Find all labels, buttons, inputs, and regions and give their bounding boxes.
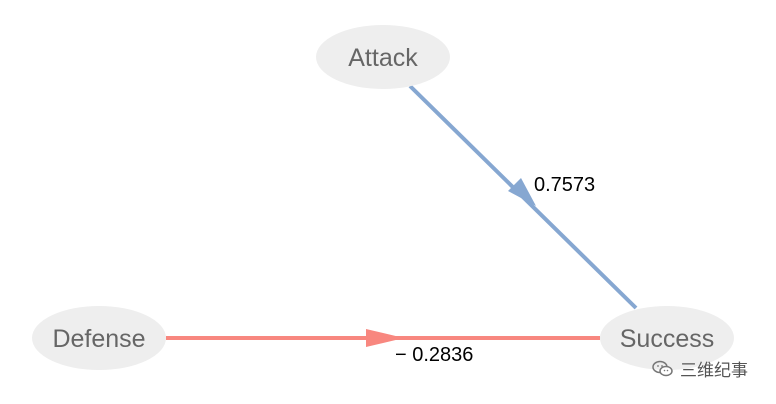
node-success-shape bbox=[600, 306, 734, 370]
edge-attack-success-label: 0.7573 bbox=[534, 174, 595, 196]
node-defense-label: Defense bbox=[52, 325, 145, 353]
node-defense: Defense bbox=[32, 306, 166, 370]
node-attack-label: Attack bbox=[348, 44, 418, 72]
watermark-text: 三维纪事 bbox=[680, 361, 748, 381]
node-success: Success bbox=[600, 306, 734, 370]
edge-attack-success bbox=[408, 84, 638, 310]
edge-defense-success bbox=[166, 329, 600, 347]
edge-defense-success-label: − 0.2836 bbox=[395, 344, 473, 366]
node-success-label: Success bbox=[620, 325, 714, 353]
edge-defense-success-arrowhead bbox=[366, 329, 404, 347]
node-defense-shape bbox=[32, 306, 166, 370]
wechat-icon bbox=[652, 360, 673, 376]
node-attack: Attack bbox=[316, 25, 450, 89]
edge-attack-success-arrowhead bbox=[508, 178, 536, 206]
watermark: 三维纪事 bbox=[652, 356, 748, 381]
node-attack-shape bbox=[316, 25, 450, 89]
